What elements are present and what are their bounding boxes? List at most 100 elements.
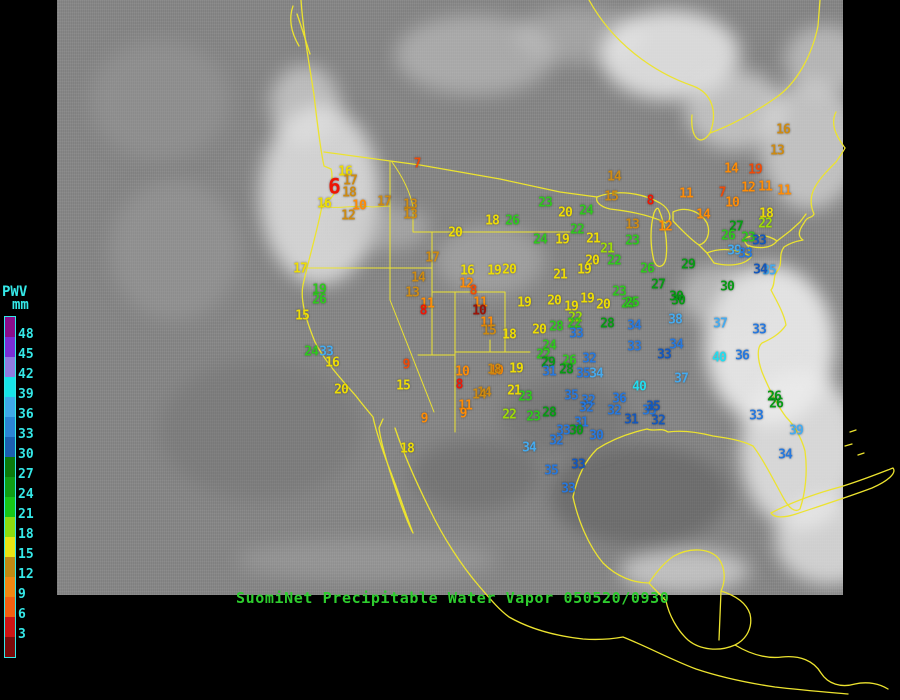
station-pwv-value: 14 bbox=[607, 169, 622, 185]
station-pwv-value: 22 bbox=[502, 407, 517, 423]
legend-swatch bbox=[5, 397, 15, 417]
station-pwv-value: 40 bbox=[632, 379, 647, 395]
bahamas-marks bbox=[844, 429, 865, 456]
station-pwv-value: 19 bbox=[748, 162, 763, 178]
station-pwv-value: 18 bbox=[502, 327, 517, 343]
legend-value-label: 6 bbox=[18, 607, 26, 622]
station-pwv-value: 9 bbox=[459, 406, 468, 422]
legend-colorbar bbox=[4, 316, 16, 658]
station-pwv-value: 10 bbox=[455, 364, 470, 380]
station-pwv-value: 33 bbox=[556, 423, 571, 439]
station-pwv-value: 36 bbox=[612, 391, 627, 407]
station-pwv-value: 33 bbox=[561, 481, 576, 497]
station-pwv-value: 27 bbox=[651, 277, 666, 293]
station-pwv-value: 13 bbox=[403, 197, 418, 213]
station-pwv-value: 24 bbox=[542, 338, 557, 354]
cloud-patch bbox=[237, 540, 497, 580]
station-pwv-value: 11 bbox=[758, 179, 773, 195]
station-pwv-value: 8 bbox=[419, 303, 428, 319]
legend-value-label: 42 bbox=[18, 367, 34, 382]
legend-swatch bbox=[5, 337, 15, 357]
station-pwv-value: 34 bbox=[522, 440, 537, 456]
station-pwv-value: 30 bbox=[671, 293, 686, 309]
legend-swatch bbox=[5, 417, 15, 437]
station-pwv-value: 12 bbox=[741, 180, 756, 196]
cloud-patch bbox=[680, 265, 760, 325]
station-pwv-value: 32 bbox=[581, 393, 596, 409]
station-pwv-value: 38 bbox=[668, 312, 683, 328]
station-pwv-value: 11 bbox=[480, 315, 495, 331]
station-pwv-value: 9 bbox=[402, 357, 411, 373]
station-pwv-value: 21 bbox=[600, 241, 615, 257]
station-pwv-value: 10 bbox=[472, 303, 487, 319]
station-pwv-value: 29 bbox=[681, 257, 696, 273]
station-pwv-value: 17 bbox=[377, 194, 392, 210]
legend-swatch bbox=[5, 377, 15, 397]
station-pwv-value: 39 bbox=[727, 243, 742, 259]
station-pwv-value: 30 bbox=[720, 279, 735, 295]
legend-title: PWV bbox=[2, 284, 28, 300]
station-pwv-value: 33 bbox=[752, 322, 767, 338]
station-pwv-value: 14 bbox=[696, 207, 711, 223]
station-pwv-value: 17 bbox=[343, 173, 358, 189]
station-pwv-value: 11 bbox=[473, 295, 488, 311]
cloud-patch bbox=[435, 225, 545, 295]
station-pwv-value: 14 bbox=[472, 387, 487, 403]
station-pwv-value: 37 bbox=[674, 371, 689, 387]
legend-value-label: 9 bbox=[18, 587, 26, 602]
station-pwv-value: 37 bbox=[713, 316, 728, 332]
station-pwv-value: 11 bbox=[679, 186, 694, 202]
station-pwv-value: 20 bbox=[448, 225, 463, 241]
station-pwv-value: 28 bbox=[600, 316, 615, 332]
station-pwv-value: 20 bbox=[532, 322, 547, 338]
station-pwv-value: 14 bbox=[724, 161, 739, 177]
station-pwv-value: 32 bbox=[579, 400, 594, 416]
legend-swatch bbox=[5, 577, 15, 597]
legend-value-label: 12 bbox=[18, 567, 34, 582]
cloud-patch bbox=[90, 40, 230, 160]
map-title: SuomiNet Precipitable Water Vapor 050520… bbox=[236, 589, 670, 607]
station-pwv-value: 16 bbox=[776, 122, 791, 138]
station-pwv-value: 14 bbox=[477, 385, 492, 401]
station-pwv-value: 19 bbox=[555, 232, 570, 248]
station-pwv-value: 17 bbox=[293, 261, 308, 277]
station-pwv-value: 25 bbox=[621, 296, 636, 312]
legend-value-label: 45 bbox=[18, 347, 34, 362]
legend-swatch bbox=[5, 437, 15, 457]
station-pwv-value: 22 bbox=[536, 347, 551, 363]
station-pwv-value: 21 bbox=[553, 267, 568, 283]
station-pwv-value: 23 bbox=[538, 195, 553, 211]
legend-value-label: 21 bbox=[18, 507, 34, 522]
station-pwv-value: 18 bbox=[487, 362, 502, 378]
station-pwv-value: 6 bbox=[328, 174, 341, 199]
station-pwv-value: 33 bbox=[749, 408, 764, 424]
station-pwv-value: 15 bbox=[396, 378, 411, 394]
legend-value-label: 48 bbox=[18, 327, 34, 342]
lake-ontario bbox=[742, 234, 778, 258]
station-pwv-value: 15 bbox=[482, 323, 497, 339]
legend-swatch bbox=[5, 517, 15, 537]
legend-swatch bbox=[5, 357, 15, 377]
station-pwv-value: 35 bbox=[544, 463, 559, 479]
station-pwv-value: 32 bbox=[549, 433, 564, 449]
station-pwv-value: 11 bbox=[777, 183, 792, 199]
station-pwv-value: 9 bbox=[420, 411, 429, 427]
station-pwv-value: 24 bbox=[579, 203, 594, 219]
station-pwv-value: 21 bbox=[586, 231, 601, 247]
station-pwv-value: 34 bbox=[778, 447, 793, 463]
station-pwv-value: 22 bbox=[607, 253, 622, 269]
mexico-west-coastline bbox=[394, 427, 849, 695]
station-pwv-value: 16 bbox=[325, 355, 340, 371]
station-pwv-value: 12 bbox=[459, 276, 474, 292]
station-pwv-value: 22 bbox=[570, 222, 585, 238]
station-pwv-value: 31 bbox=[542, 364, 557, 380]
satellite-image bbox=[57, 0, 843, 595]
station-pwv-value: 23 bbox=[526, 409, 541, 425]
station-pwv-value: 35 bbox=[762, 263, 777, 279]
station-pwv-value: 11 bbox=[420, 296, 435, 312]
station-pwv-value: 20 bbox=[585, 253, 600, 269]
station-pwv-value: 13 bbox=[770, 143, 785, 159]
station-pwv-value: 19 bbox=[564, 299, 579, 315]
